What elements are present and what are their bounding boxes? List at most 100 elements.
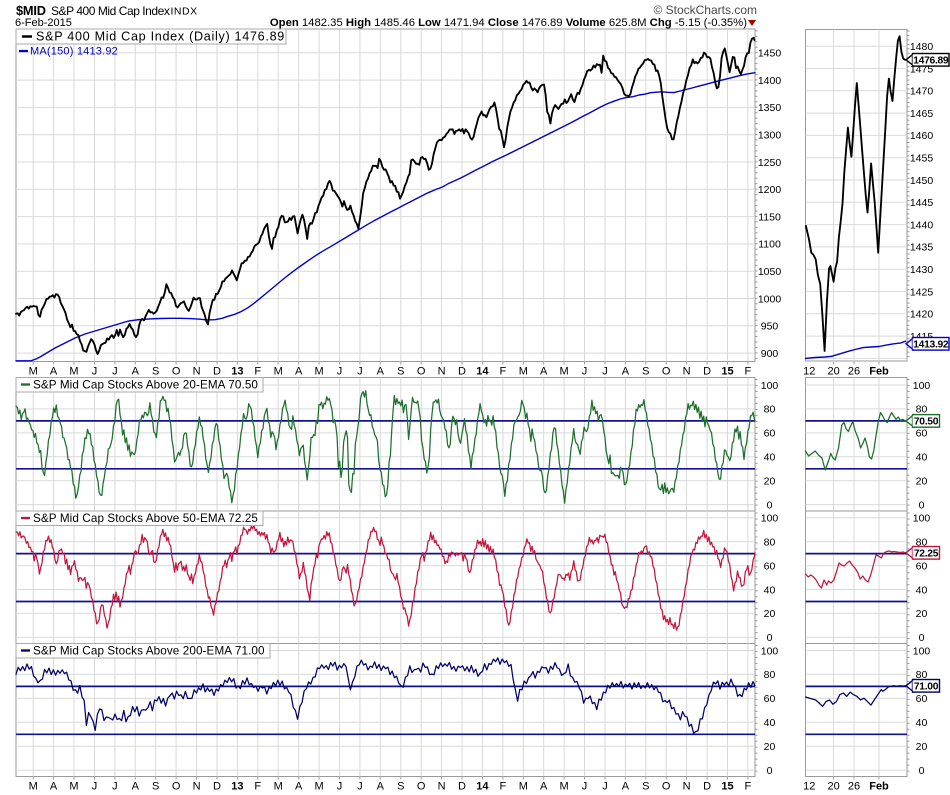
svg-text:J: J [357, 781, 363, 793]
svg-text:F: F [254, 366, 261, 378]
svg-text:M: M [274, 781, 283, 793]
svg-text:F: F [500, 781, 507, 793]
svg-text:26: 26 [848, 366, 860, 378]
svg-text:0: 0 [919, 499, 925, 511]
svg-text:12: 12 [803, 781, 815, 793]
svg-text:A: A [622, 781, 630, 793]
svg-text:80: 80 [916, 669, 928, 681]
svg-text:40: 40 [916, 584, 928, 596]
svg-text:A: A [132, 781, 140, 793]
svg-text:1470: 1470 [910, 86, 934, 98]
svg-text:14: 14 [476, 366, 489, 378]
svg-text:D: D [213, 366, 221, 378]
svg-text:N: N [193, 366, 201, 378]
svg-text:1465: 1465 [910, 108, 934, 120]
svg-text:12: 12 [803, 366, 815, 378]
svg-text:$MID: $MID [16, 3, 46, 18]
svg-text:S: S [152, 366, 159, 378]
svg-text:J: J [602, 781, 608, 793]
svg-text:60: 60 [764, 693, 776, 705]
svg-text:F: F [500, 366, 507, 378]
svg-text:M: M [315, 781, 324, 793]
svg-text:1455: 1455 [910, 153, 934, 165]
svg-text:A: A [622, 366, 630, 378]
svg-text:1150: 1150 [758, 211, 781, 223]
svg-text:S&P Mid Cap Stocks Above 50-EM: S&P Mid Cap Stocks Above 50-EMA 72.25 [33, 512, 258, 525]
svg-text:M: M [29, 781, 38, 793]
svg-text:20: 20 [764, 608, 776, 620]
svg-text:60: 60 [764, 560, 776, 572]
svg-text:100: 100 [913, 645, 931, 657]
svg-text:MA(150) 1413.92: MA(150) 1413.92 [30, 46, 118, 58]
svg-text:S: S [397, 366, 404, 378]
svg-text:J: J [337, 366, 343, 378]
svg-text:14: 14 [476, 781, 489, 793]
svg-text:1440: 1440 [910, 219, 934, 231]
svg-text:N: N [683, 781, 691, 793]
svg-text:0: 0 [767, 499, 773, 511]
svg-text:J: J [582, 781, 588, 793]
svg-text:20: 20 [916, 741, 928, 753]
svg-text:1300: 1300 [758, 130, 782, 142]
svg-text:M: M [519, 366, 528, 378]
svg-text:Open 1482.35 High 1485.46 Low: Open 1482.35 High 1485.46 Low 1471.94 Cl… [270, 17, 747, 29]
svg-text:INDX: INDX [171, 6, 198, 18]
svg-text:80: 80 [916, 404, 928, 416]
svg-text:O: O [172, 366, 181, 378]
svg-text:D: D [213, 781, 221, 793]
svg-text:950: 950 [761, 321, 779, 333]
svg-text:60: 60 [916, 428, 928, 440]
svg-text:F: F [745, 781, 752, 793]
svg-text:A: A [132, 366, 140, 378]
svg-text:80: 80 [764, 669, 776, 681]
svg-text:O: O [417, 781, 426, 793]
svg-text:20: 20 [764, 476, 776, 488]
svg-text:O: O [417, 366, 426, 378]
svg-text:1450: 1450 [758, 48, 782, 60]
svg-text:1450: 1450 [910, 175, 934, 187]
svg-text:A: A [540, 781, 548, 793]
svg-text:O: O [172, 781, 181, 793]
svg-text:1000: 1000 [758, 293, 782, 305]
svg-text:1250: 1250 [758, 157, 782, 169]
svg-text:© StockCharts.com: © StockCharts.com [653, 3, 757, 17]
svg-text:N: N [193, 781, 201, 793]
svg-text:M: M [560, 781, 569, 793]
svg-text:40: 40 [916, 452, 928, 464]
svg-text:1400: 1400 [758, 75, 782, 87]
svg-text:40: 40 [764, 452, 776, 464]
svg-text:M: M [560, 366, 569, 378]
svg-text:A: A [377, 366, 385, 378]
svg-text:F: F [745, 366, 752, 378]
svg-text:M: M [274, 366, 283, 378]
svg-text:20: 20 [916, 608, 928, 620]
svg-text:0: 0 [919, 765, 925, 777]
svg-text:1100: 1100 [758, 239, 781, 251]
svg-text:100: 100 [913, 380, 931, 392]
svg-text:20: 20 [827, 781, 839, 793]
svg-text:S: S [642, 366, 649, 378]
svg-text:J: J [112, 781, 118, 793]
svg-text:D: D [703, 366, 711, 378]
svg-text:A: A [295, 366, 303, 378]
svg-text:20: 20 [916, 476, 928, 488]
svg-text:80: 80 [916, 536, 928, 548]
svg-text:0: 0 [767, 632, 773, 644]
svg-text:60: 60 [916, 693, 928, 705]
svg-text:D: D [458, 781, 466, 793]
svg-text:100: 100 [761, 380, 779, 392]
svg-text:O: O [662, 366, 671, 378]
svg-text:M: M [29, 366, 38, 378]
svg-text:D: D [703, 781, 711, 793]
svg-text:F: F [254, 781, 261, 793]
svg-text:A: A [295, 781, 303, 793]
svg-text:1460: 1460 [910, 130, 934, 142]
svg-text:40: 40 [764, 584, 776, 596]
svg-text:13: 13 [231, 781, 243, 793]
svg-text:0: 0 [919, 632, 925, 644]
svg-text:O: O [662, 781, 671, 793]
svg-text:13: 13 [231, 366, 243, 378]
svg-text:1435: 1435 [910, 242, 934, 254]
svg-text:A: A [377, 781, 385, 793]
svg-text:A: A [50, 781, 58, 793]
